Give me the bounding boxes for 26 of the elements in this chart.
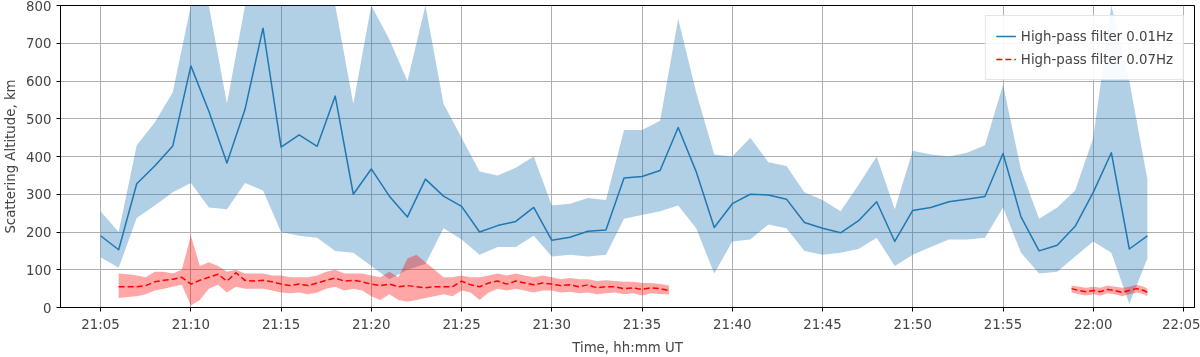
x-tick-label: 21:45 bbox=[803, 316, 842, 332]
x-tick-label: 21:30 bbox=[532, 316, 572, 332]
y-tick-label: 600 bbox=[26, 74, 52, 89]
legend-label: High-pass filter 0.07Hz bbox=[1020, 51, 1173, 67]
x-tick-label: 21:40 bbox=[713, 316, 752, 332]
y-tick-label: 700 bbox=[26, 36, 52, 52]
x-tick-label: 22:00 bbox=[1074, 316, 1113, 332]
y-tick-label: 0 bbox=[43, 300, 52, 316]
x-tick-label: 22:05 bbox=[1162, 316, 1200, 332]
legend-label: High-pass filter 0.01Hz bbox=[1020, 28, 1173, 44]
x-tick-label: 21:50 bbox=[893, 316, 932, 332]
x-tick-label: 21:15 bbox=[261, 316, 301, 332]
x-tick-label: 21:25 bbox=[442, 316, 481, 332]
x-axis-title: Time, hh:mm UT bbox=[571, 339, 684, 355]
x-tick-label: 21:10 bbox=[171, 316, 211, 332]
x-tick-label: 21:35 bbox=[622, 316, 662, 332]
y-tick-label: 100 bbox=[26, 262, 52, 278]
x-tick-label: 21:20 bbox=[352, 316, 391, 332]
y-tick-label: 500 bbox=[26, 111, 52, 127]
y-axis-title: Scattering Altitude, km bbox=[3, 79, 19, 234]
x-tick-label: 21:55 bbox=[983, 316, 1023, 332]
y-tick-label: 300 bbox=[26, 187, 52, 203]
y-tick-label: 800 bbox=[26, 0, 52, 14]
x-tick-label: 21:05 bbox=[81, 316, 120, 332]
y-tick-label: 200 bbox=[26, 225, 52, 240]
y-tick-label: 400 bbox=[26, 149, 52, 165]
